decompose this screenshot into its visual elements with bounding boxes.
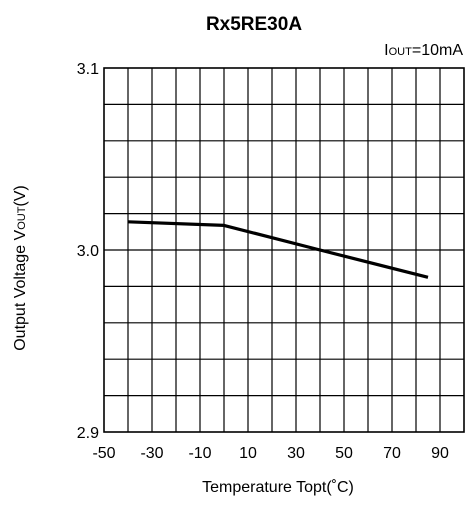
- y-axis-label-subscript: OUT: [16, 206, 28, 230]
- grid: [104, 68, 464, 432]
- chart-title: Rx5RE30A: [206, 14, 302, 35]
- y-axis-label: Output Voltage VOUT(V): [12, 185, 29, 351]
- y-tick-label: 3.1: [77, 61, 99, 78]
- condition-suffix: =10mA: [412, 42, 463, 59]
- y-axis-label-suffix: (V): [12, 185, 29, 206]
- x-tick-label: -30: [140, 445, 163, 462]
- series: [127, 220, 429, 279]
- x-tick-label: 70: [383, 445, 401, 462]
- x-tick-label: -50: [92, 445, 115, 462]
- y-axis-label-prefix: Output Voltage V: [12, 229, 29, 350]
- x-tick-label: 50: [335, 445, 353, 462]
- condition-label: IOUT=10mA: [384, 42, 463, 59]
- x-tick-label: 90: [431, 445, 449, 462]
- x-tick-labels: -50 -30 -10 10 30 50 70 90: [92, 445, 449, 462]
- y-tick-labels: 2.9 3.0 3.1: [77, 61, 99, 442]
- y-tick-label: 3.0: [77, 243, 99, 260]
- x-tick-label: 30: [287, 445, 305, 462]
- plot-border: [103, 67, 465, 433]
- plot-frame: [103, 67, 465, 433]
- series-line: [127, 220, 429, 279]
- y-tick-label: 2.9: [77, 425, 99, 442]
- x-tick-label: -10: [188, 445, 211, 462]
- x-tick-label: 10: [239, 445, 257, 462]
- x-axis-label: Temperature Topt(˚C): [202, 479, 354, 496]
- condition-prefix: I: [384, 42, 388, 59]
- condition-subscript: OUT: [389, 46, 413, 58]
